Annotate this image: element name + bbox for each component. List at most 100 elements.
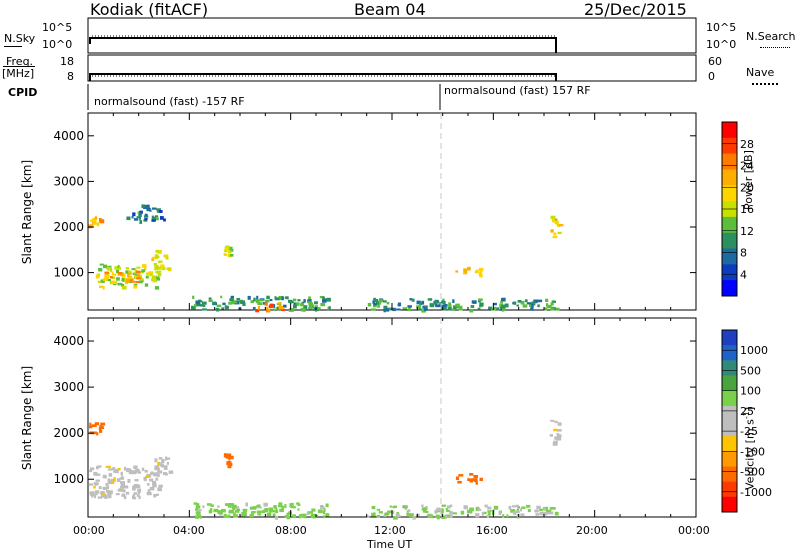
- velocity-mark: [218, 513, 223, 516]
- velocity-mark: [449, 504, 453, 507]
- velocity-mark: [154, 467, 159, 471]
- velocity-mark: [89, 425, 93, 429]
- power-mark: [416, 305, 421, 309]
- velocity-mark: [94, 490, 100, 494]
- colorbar-swatch: [722, 153, 737, 170]
- velocity-mark: [486, 514, 489, 519]
- power-mark: [106, 266, 111, 271]
- power-mark: [367, 302, 372, 307]
- velocity-mark: [446, 509, 450, 512]
- velocity-mark: [123, 485, 129, 489]
- power-mark: [435, 304, 439, 308]
- velocity-mark: [542, 512, 548, 516]
- velocity-mark: [516, 508, 520, 512]
- velocity-mark: [315, 514, 319, 517]
- velocity-mark: [195, 505, 201, 509]
- power-mark: [228, 301, 232, 305]
- power-mark: [136, 266, 141, 269]
- power-mark: [157, 249, 162, 254]
- velocity-mark: [228, 455, 234, 460]
- velocity-mark: [325, 503, 329, 508]
- velocity-mark: [393, 516, 398, 520]
- nsky-panel-frame: [87, 17, 697, 54]
- power-mark: [110, 276, 116, 279]
- power-mark: [157, 266, 162, 270]
- power-mark: [203, 305, 206, 308]
- power-mark: [151, 278, 155, 282]
- colorbar-swatch: [722, 436, 737, 452]
- velocity-mark: [157, 462, 161, 466]
- velocity-mark: [312, 514, 316, 519]
- velocity-mark: [242, 513, 246, 517]
- velocity-mark: [124, 466, 127, 471]
- velocity-mark: [325, 513, 330, 517]
- power-mark: [155, 217, 159, 221]
- velocity-mark: [109, 491, 113, 495]
- velocity-mark: [166, 462, 169, 465]
- power-mark: [531, 301, 536, 306]
- power-mark: [467, 266, 471, 271]
- nave-tick-top: 60: [708, 55, 722, 68]
- velocity-mark: [93, 431, 97, 435]
- velocity-mark: [137, 471, 142, 474]
- velocity-mark: [97, 465, 102, 468]
- colorbar-swatch: [722, 421, 737, 437]
- velocity-mark: [223, 514, 227, 518]
- velocity-mark: [100, 422, 106, 426]
- power-mark: [474, 270, 479, 274]
- velocity-mark: [120, 471, 123, 476]
- velocity-mark: [155, 477, 159, 481]
- velocity-mark: [498, 511, 502, 515]
- velocity-mark: [227, 461, 232, 464]
- power-mark: [392, 307, 396, 312]
- power-mark: [284, 296, 288, 299]
- velocity-mark: [408, 513, 414, 518]
- velocity-mark: [232, 506, 236, 510]
- velocity-mark: [440, 512, 444, 516]
- velocity-mark: [549, 507, 555, 510]
- velocity-mark: [449, 510, 453, 515]
- velocity-mark: [318, 509, 323, 512]
- velocity-mark: [133, 484, 139, 487]
- velocity-mark: [522, 506, 526, 509]
- velocity-mark: [165, 456, 168, 461]
- velocity-mark: [93, 482, 99, 485]
- velocity-mark: [91, 424, 97, 427]
- velocity-mark: [108, 465, 111, 469]
- velocity-mark: [277, 504, 283, 508]
- velocity-mark: [113, 477, 116, 482]
- power-mark: [105, 273, 110, 277]
- nave-legend-line: [752, 83, 778, 85]
- power-mark: [295, 302, 300, 306]
- velocity-mark: [135, 468, 140, 473]
- velocity-mark: [108, 494, 112, 499]
- velocity-mark: [272, 509, 276, 513]
- velocity-mark: [206, 503, 212, 506]
- power-mark: [146, 207, 151, 212]
- freq-series-line: [89, 73, 557, 81]
- velocity-mark: [384, 512, 390, 515]
- power-colorbar: 28 24 20 16 12 8 4: [721, 121, 754, 297]
- power-mark: [161, 266, 166, 271]
- velocity-mark: [89, 469, 93, 473]
- power-mark: [282, 304, 287, 308]
- velocity-marks: 1000 2000 3000 4000: [53, 334, 696, 520]
- power-mark: [151, 207, 157, 210]
- velocity-mark: [473, 475, 478, 478]
- colorbar-tick-label: 16: [740, 203, 754, 216]
- velocity-mark: [515, 510, 520, 514]
- velocity-mark: [161, 463, 164, 468]
- power-mark: [502, 298, 506, 301]
- velocity-mark: [549, 434, 553, 437]
- power-mark: [452, 299, 455, 303]
- power-mark: [314, 301, 318, 305]
- colorbar-swatch: [722, 466, 737, 483]
- date-title: 25/Dec/2015: [584, 0, 687, 19]
- power-mark: [264, 299, 270, 303]
- power-mark: [418, 308, 422, 311]
- power-mark: [448, 304, 452, 308]
- velocity-mark: [452, 512, 457, 515]
- velocity-mark: [378, 511, 383, 514]
- velocity-mark: [157, 470, 161, 474]
- colorbar-swatch: [722, 216, 737, 234]
